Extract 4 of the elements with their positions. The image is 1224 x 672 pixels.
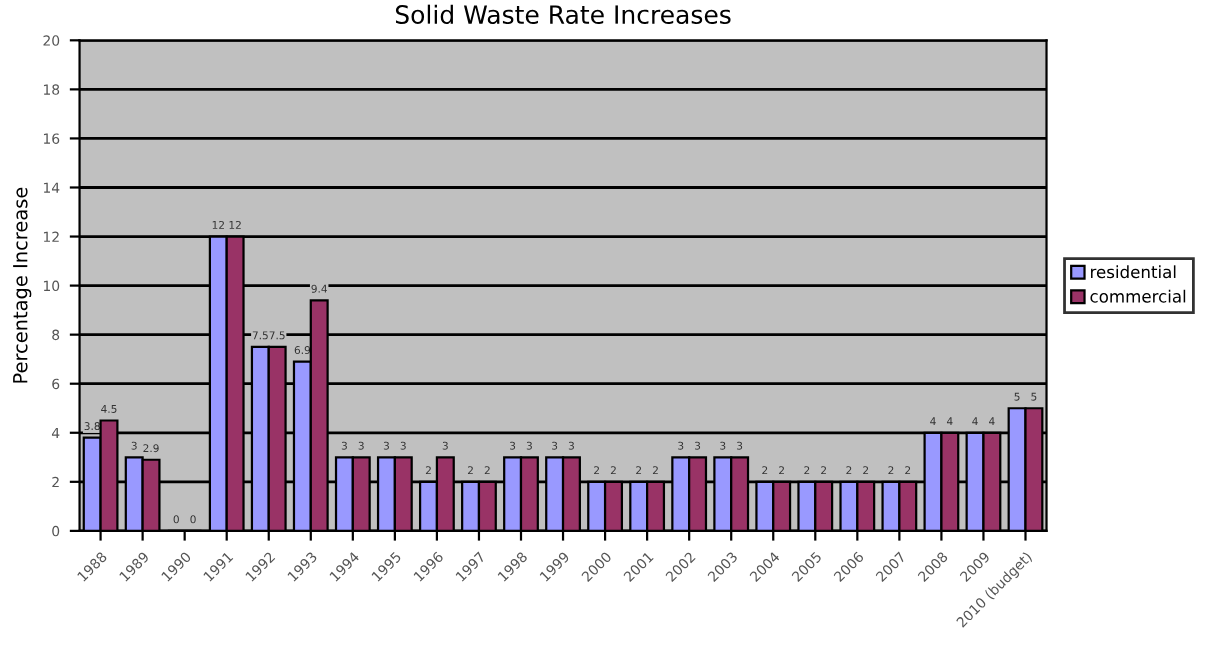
chart-title: Solid Waste Rate Increases [395,4,731,25]
legend-label: commercial [1090,289,1186,303]
y-axis-title: Percentage Increase [13,187,32,383]
legend-label: residential [1091,265,1176,279]
